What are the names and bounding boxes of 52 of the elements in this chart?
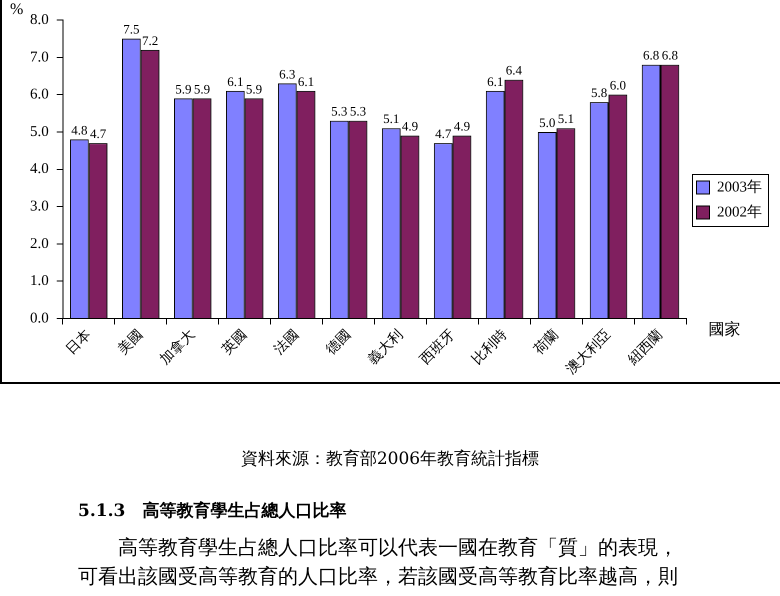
data-label: 4.7 (435, 126, 452, 142)
data-label: 5.0 (539, 114, 556, 130)
data-label: 5.9 (194, 81, 210, 96)
data-label: 6.1 (487, 74, 504, 89)
source-note: 資料來源：教育部2006年教育統計指標 (240, 448, 540, 470)
y-axis-title: % (10, 1, 24, 18)
data-label: 7.2 (142, 32, 158, 48)
x-tick-label: 美國 (115, 326, 146, 358)
x-tick-label: 紐西蘭 (624, 326, 666, 368)
y-tick-label: 6.0 (30, 86, 49, 103)
data-label: 5.3 (331, 104, 348, 119)
y-tick-label: 3.0 (30, 198, 49, 215)
data-label: 4.7 (90, 126, 107, 142)
x-axis-title: 國家 (708, 320, 740, 339)
x-tick-label: 比利時 (468, 326, 510, 368)
x-tick-label: 德國 (322, 326, 354, 358)
y-tick-label: 8.0 (30, 12, 49, 28)
y-tick-label: 0.0 (30, 310, 49, 326)
x-tick-label: 法國 (270, 326, 302, 358)
data-label: 6.8 (662, 48, 678, 63)
legend-label: 2003年 (717, 178, 762, 196)
data-label: 4.8 (71, 122, 88, 138)
text: 高等教育學生占總人口比率可以代表一國在教育「質」的表現，可看出該國受高等教育的人口比率，若該國受高等教育比率越高，則 (78, 534, 679, 590)
y-tick-label: 5.0 (30, 124, 49, 140)
y-tick-label: 7.0 (30, 49, 49, 66)
y-tick-label: 2.0 (30, 236, 49, 252)
data-label: 6.1 (298, 74, 314, 89)
x-tick-label: 澳大利亞 (563, 326, 614, 378)
data-label: 5.1 (383, 111, 400, 126)
x-tick-label: 義大利 (365, 326, 406, 368)
x-tick-label: 荷蘭 (530, 326, 562, 358)
text: 5.1.3 高等教育學生占總人口比率 (78, 500, 346, 522)
y-tick-label: 4.0 (30, 161, 49, 178)
x-tick-label: 西班牙 (417, 326, 458, 368)
data-label: 6.3 (279, 66, 296, 82)
legend-label: 2002年 (717, 203, 762, 220)
data-label: 6.4 (506, 62, 523, 78)
data-label: 5.9 (175, 81, 192, 96)
data-label: 5.9 (246, 81, 262, 96)
data-label: 6.0 (610, 78, 626, 93)
x-tick-label: 加拿大 (157, 326, 198, 368)
data-label: 5.8 (591, 85, 608, 100)
y-tick-label: 1.0 (30, 273, 49, 290)
x-tick-label: 英國 (218, 326, 250, 358)
data-label: 5.3 (350, 104, 366, 119)
data-label: 5.1 (558, 111, 574, 126)
data-label: 4.9 (454, 118, 470, 134)
x-tick-label: 日本 (63, 326, 94, 358)
data-label: 6.1 (227, 74, 244, 89)
data-label: 7.5 (123, 22, 140, 37)
data-label: 6.8 (643, 48, 660, 63)
data-label: 4.9 (402, 118, 418, 134)
